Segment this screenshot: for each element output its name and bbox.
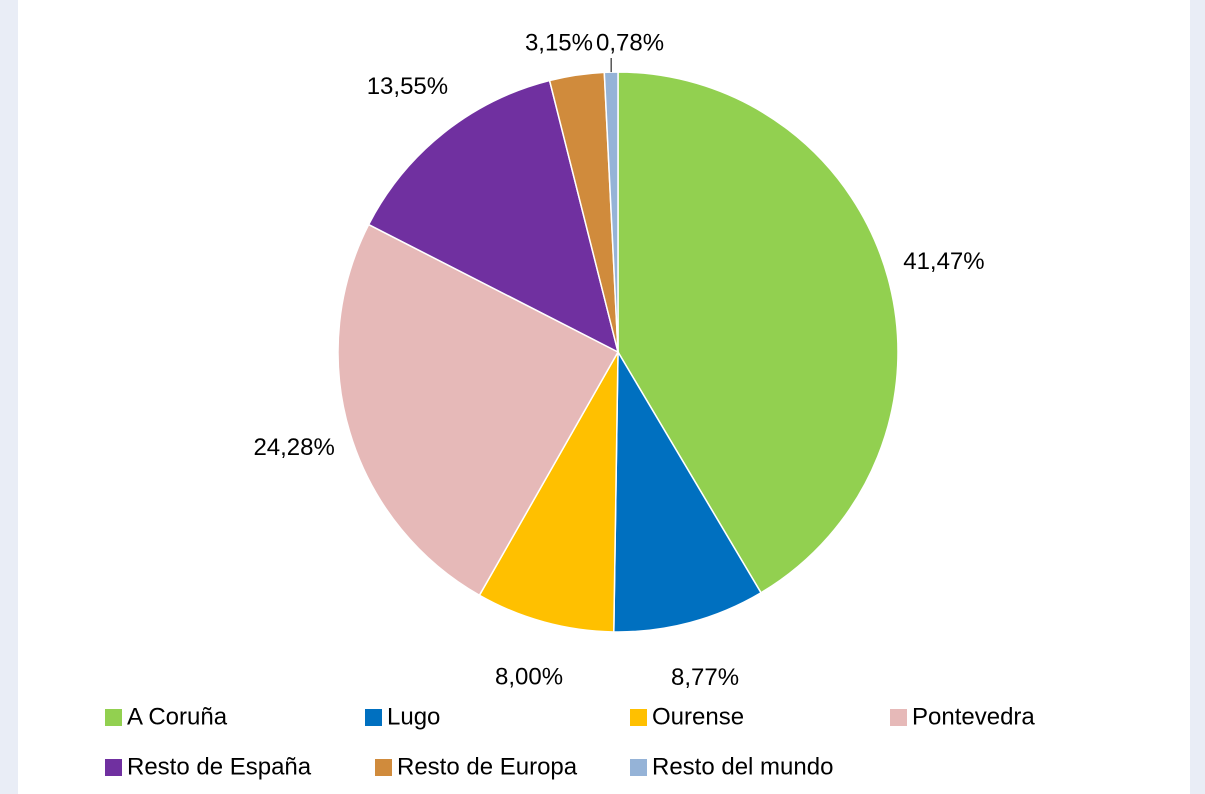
pie-slice [617, 71, 899, 594]
data-label: 3,15% [525, 29, 593, 56]
pie-slice [337, 223, 620, 597]
data-label: 24,28% [253, 434, 334, 461]
legend-swatch [630, 709, 647, 726]
legend-swatch [375, 759, 392, 776]
data-label: 8,00% [495, 663, 563, 690]
legend-swatch [365, 709, 382, 726]
legend-label: Resto del mundo [652, 753, 833, 780]
legend-swatch [630, 759, 647, 776]
legend-swatch [890, 709, 907, 726]
legend-label: Resto de España [127, 753, 312, 780]
data-label: 41,47% [903, 248, 984, 275]
legend-swatch [105, 759, 122, 776]
legend-label: Resto de Europa [397, 753, 578, 780]
legend-swatch [105, 709, 122, 726]
legend-label: Lugo [387, 703, 440, 730]
pie-slice [613, 349, 763, 633]
pie-slice [478, 351, 619, 633]
data-label: 13,55% [367, 73, 448, 100]
legend-label: A Coruña [127, 703, 228, 730]
legend-label: Pontevedra [912, 703, 1035, 730]
legend-label: Ourense [652, 703, 744, 730]
pie-slice [367, 79, 620, 354]
data-label: 8,77% [671, 664, 739, 691]
data-label: 0,78% [596, 29, 664, 56]
